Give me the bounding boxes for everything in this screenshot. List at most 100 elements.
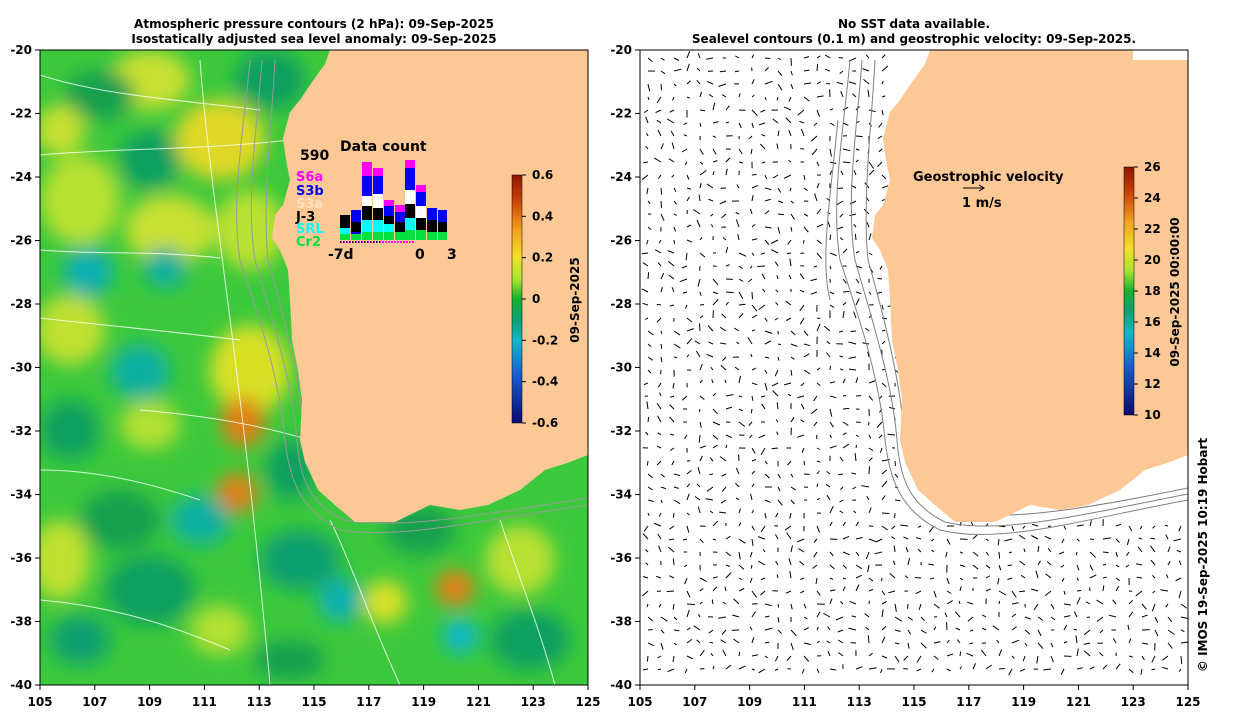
- velocity-arrow: [657, 655, 662, 659]
- velocity-arrow: [829, 148, 832, 157]
- velocity-arrow: [998, 649, 1003, 657]
- velocity-arrow: [929, 577, 935, 580]
- velocity-arrow: [1115, 538, 1120, 543]
- velocity-arrow: [764, 641, 770, 644]
- velocity-arrow: [699, 323, 701, 332]
- velocity-arrow: [842, 432, 847, 436]
- velocity-arrow: [855, 148, 860, 151]
- velocity-arrow: [829, 304, 835, 308]
- velocity-arrow: [686, 196, 690, 202]
- velocity-arrow: [881, 495, 886, 501]
- velocity-arrow: [877, 277, 883, 280]
- velocity-arrow: [712, 298, 719, 306]
- velocity-arrow: [656, 96, 662, 104]
- velocity-legend-scale: 1 m/s: [962, 196, 1002, 211]
- velocity-arrow: [814, 193, 818, 202]
- velocity-arrow: [673, 213, 677, 216]
- velocity-arrow: [816, 590, 821, 596]
- velocity-arrow: [1139, 525, 1143, 530]
- velocity-arrow: [667, 260, 675, 267]
- velocity-arrow: [829, 252, 837, 257]
- velocity-arrow: [1022, 655, 1026, 662]
- velocity-arrow: [1086, 616, 1091, 618]
- velocity-arrow: [829, 291, 835, 295]
- velocity-arrow: [706, 57, 714, 60]
- velocity-arrow: [894, 629, 901, 632]
- inset-axis-zero: 0: [415, 247, 425, 263]
- velocity-arrow: [826, 82, 831, 85]
- velocity-arrow: [722, 237, 727, 241]
- velocity-arrow: [933, 626, 937, 631]
- velocity-arrow: [774, 534, 779, 540]
- velocity-arrow: [797, 538, 805, 543]
- velocity-arrow: [710, 366, 714, 371]
- velocity-arrow: [722, 356, 727, 362]
- velocity-arrow: [1102, 563, 1107, 566]
- velocity-arrow: [829, 408, 833, 417]
- velocity-arrow: [660, 143, 664, 150]
- velocity-arrow: [1007, 564, 1013, 567]
- velocity-arrow: [889, 406, 896, 410]
- velocity-arrow: [777, 473, 781, 479]
- velocity-arrow: [1162, 655, 1169, 661]
- velocity-arrow: [1136, 563, 1143, 566]
- right-colorbar-tick-label: 12: [1144, 377, 1161, 391]
- velocity-arrow: [785, 317, 792, 322]
- velocity-arrow: [646, 187, 649, 195]
- velocity-arrow: [699, 161, 704, 165]
- velocity-arrow: [868, 109, 876, 113]
- velocity-arrow: [751, 304, 758, 312]
- left-map-title: Atmospheric pressure contours (2 hPa): 0…: [40, 17, 588, 47]
- velocity-arrow: [672, 512, 675, 518]
- velocity-arrow: [868, 291, 872, 295]
- right-y-tick-label: -28: [610, 297, 632, 311]
- velocity-arrow: [699, 421, 702, 428]
- velocity-arrow: [981, 649, 987, 657]
- velocity-arrow: [838, 639, 844, 644]
- velocity-arrow: [813, 122, 818, 126]
- velocity-arrow: [725, 121, 730, 124]
- velocity-arrow: [827, 221, 831, 228]
- velocity-arrow: [829, 170, 833, 176]
- velocity-arrow: [672, 603, 675, 610]
- velocity-arrow: [647, 330, 654, 336]
- velocity-arrow: [1154, 629, 1159, 637]
- velocity-arrow: [764, 512, 767, 519]
- velocity-arrow: [849, 213, 857, 217]
- velocity-arrow: [751, 238, 758, 241]
- velocity-arrow: [842, 577, 847, 580]
- velocity-arrow: [866, 495, 870, 501]
- velocity-arrow: [747, 278, 753, 283]
- velocity-arrow: [853, 510, 857, 514]
- velocity-arrow: [738, 551, 741, 560]
- velocity-arrow: [738, 421, 746, 427]
- velocity-arrow: [868, 447, 874, 452]
- velocity-arrow: [760, 252, 766, 255]
- velocity-arrow: [657, 533, 662, 540]
- sat-label-s3a: S3a: [296, 197, 323, 212]
- velocity-arrow: [686, 627, 691, 631]
- velocity-arrow: [671, 174, 675, 178]
- velocity-arrow: [998, 590, 1007, 596]
- velocity-arrow: [647, 369, 652, 374]
- velocity-arrow: [751, 509, 755, 514]
- velocity-arrow: [1089, 666, 1095, 670]
- velocity-arrow: [826, 471, 831, 475]
- velocity-arrow: [946, 590, 952, 594]
- velocity-arrow: [985, 564, 991, 569]
- velocity-arrow: [748, 135, 753, 140]
- velocity-arrow: [803, 213, 809, 217]
- velocity-arrow: [1141, 655, 1145, 661]
- velocity-arrow: [946, 577, 950, 585]
- right-colorbar-tick-label: 18: [1144, 284, 1161, 298]
- velocity-arrow: [761, 403, 766, 410]
- velocity-arrow: [815, 577, 818, 584]
- velocity-arrow: [1175, 577, 1182, 582]
- velocity-arrow: [892, 560, 896, 566]
- velocity-arrow: [966, 652, 974, 657]
- velocity-arrow: [790, 603, 793, 610]
- velocity-arrow: [647, 226, 652, 230]
- velocity-arrow: [699, 408, 701, 413]
- velocity-arrow: [777, 83, 783, 91]
- velocity-arrow: [1050, 616, 1056, 621]
